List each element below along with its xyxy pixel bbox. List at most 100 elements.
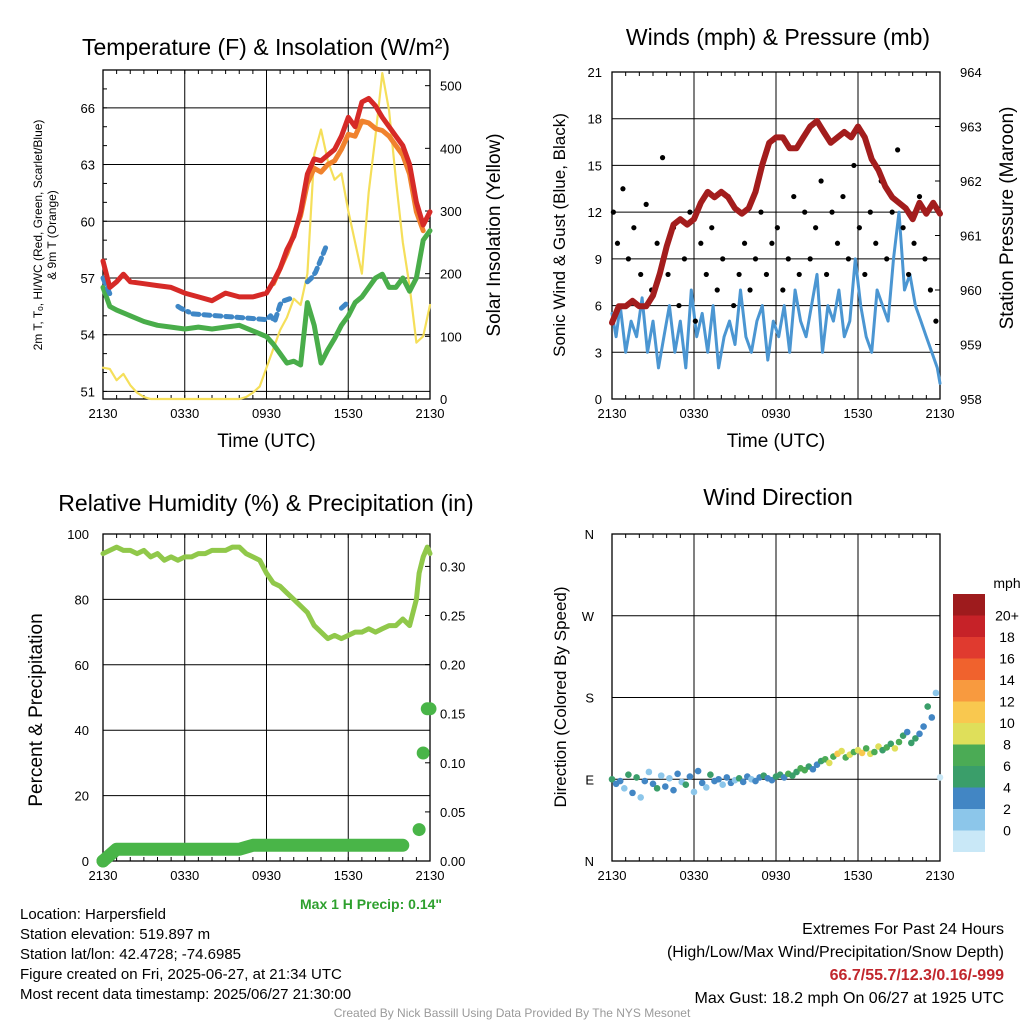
y-tick-label: N [585, 527, 594, 542]
gust-point [845, 256, 852, 262]
y-tick-label: 60 [75, 658, 89, 673]
gust-point [769, 240, 775, 246]
gust-point [933, 318, 939, 324]
x-tick-label: 0930 [252, 868, 281, 883]
direction-point [637, 794, 644, 801]
y-tick-label: 20 [75, 789, 89, 804]
direction-point [932, 689, 940, 697]
chart-title: Wind Direction [703, 484, 853, 510]
y2-tick-label: 0 [440, 392, 447, 407]
gust-point [785, 256, 791, 262]
gust-point [818, 178, 824, 184]
direction-point [891, 745, 899, 752]
gust-point [791, 193, 797, 200]
precip-point [412, 823, 426, 837]
y-axis-label: 2m T, Tₒ, HI/WC (Red, Green, Scarlet/Blu… [31, 120, 45, 351]
x-tick-label: 2130 [89, 406, 118, 421]
colorbar-swatch [953, 809, 985, 831]
gust-point [916, 193, 923, 200]
gust-point [758, 209, 764, 215]
series-insolation [101, 71, 432, 401]
x-tick-label: 0930 [762, 406, 791, 421]
direction-point [608, 775, 616, 783]
y2-tick-label: 959 [960, 338, 982, 353]
gust-point [802, 209, 808, 215]
series-pressure [609, 118, 943, 326]
gust-point [851, 162, 857, 169]
y2-tick-label: 200 [440, 267, 462, 282]
colorbar-swatch [953, 787, 985, 809]
figure-created: Figure created on Fri, 2025-06-27, at 21… [20, 966, 342, 983]
max-precip-annotation: Max 1 H Precip: 0.14" [300, 896, 443, 912]
x-tick-label: 1530 [334, 868, 363, 883]
y-tick-label: 66 [81, 101, 95, 116]
gust-point [834, 240, 841, 246]
gust-point [900, 225, 906, 231]
gust-point [884, 256, 890, 262]
gust-point [829, 209, 835, 215]
gust-point [654, 240, 660, 246]
gust-point [698, 240, 704, 246]
colorbar-tick-label: 18 [999, 629, 1015, 645]
y-tick-label: 15 [588, 158, 602, 173]
y2-tick-label: 964 [960, 65, 982, 80]
gust-point [895, 147, 901, 153]
gust-point [807, 256, 813, 262]
direction-point [858, 749, 866, 757]
gust-point [856, 225, 862, 231]
gust-point [889, 209, 895, 215]
colorbar-tick-label: 10 [999, 715, 1015, 731]
gust-point [736, 271, 742, 278]
direction-point [903, 728, 911, 736]
series-sonic-wind [610, 210, 942, 385]
y2-tick-label: 958 [960, 392, 982, 407]
direction-point [809, 765, 817, 773]
direction-point [682, 781, 690, 788]
series-dewpoint [100, 228, 433, 368]
gust-point [665, 271, 671, 278]
station-latlon: Station lat/lon: 42.4728; -74.6985 [20, 946, 242, 963]
y2-tick-label: 963 [960, 120, 982, 135]
x-tick-label: 0930 [762, 868, 791, 883]
recent-timestamp: Most recent data timestamp: 2025/06/27 2… [20, 986, 352, 1003]
gust-point [763, 271, 770, 278]
y-tick-label: 63 [81, 158, 95, 173]
gust-point [747, 287, 753, 293]
y-tick-label: 18 [588, 112, 602, 127]
direction-point [662, 783, 669, 790]
y2-tick-label: 0.15 [440, 707, 465, 722]
y-tick-label: W [582, 609, 595, 624]
direction-point [936, 774, 944, 781]
gust-point [813, 225, 819, 231]
direction-point [625, 771, 632, 779]
y-tick-label: S [585, 691, 594, 706]
colorbar-tick-label: 6 [1003, 758, 1011, 774]
x-tick-label: 2130 [89, 868, 118, 883]
y2-tick-label: 962 [960, 174, 982, 189]
direction-point [694, 767, 702, 775]
series-precip [96, 838, 410, 868]
direction-point [666, 775, 673, 782]
direction-point [698, 779, 706, 787]
x-tick-label: 2130 [598, 406, 627, 421]
colorbar-tick-label: 20+ [995, 608, 1019, 624]
gust-point [922, 256, 928, 262]
extremes-block: Extremes For Past 24 Hours (High/Low/Max… [667, 918, 1004, 1010]
colorbar-swatch [953, 615, 985, 637]
gust-point [731, 302, 737, 309]
series-temp-9m [270, 118, 426, 287]
y2-tick-label: 300 [440, 204, 462, 219]
direction-point [670, 786, 677, 794]
gust-point [862, 271, 868, 278]
y2-axis-label: Station Pressure (Maroon) [997, 107, 1018, 330]
y-tick-label: E [585, 772, 594, 787]
x-tick-label: 2130 [598, 868, 627, 883]
direction-point [739, 778, 747, 786]
gust-point [703, 271, 709, 278]
station-info: Location: Harpersfield Station elevation… [20, 905, 351, 1005]
direction-point [826, 759, 833, 767]
y2-tick-label: 960 [960, 283, 982, 298]
direction-point [715, 775, 722, 783]
gust-point [659, 155, 666, 161]
direction-point [871, 748, 878, 756]
